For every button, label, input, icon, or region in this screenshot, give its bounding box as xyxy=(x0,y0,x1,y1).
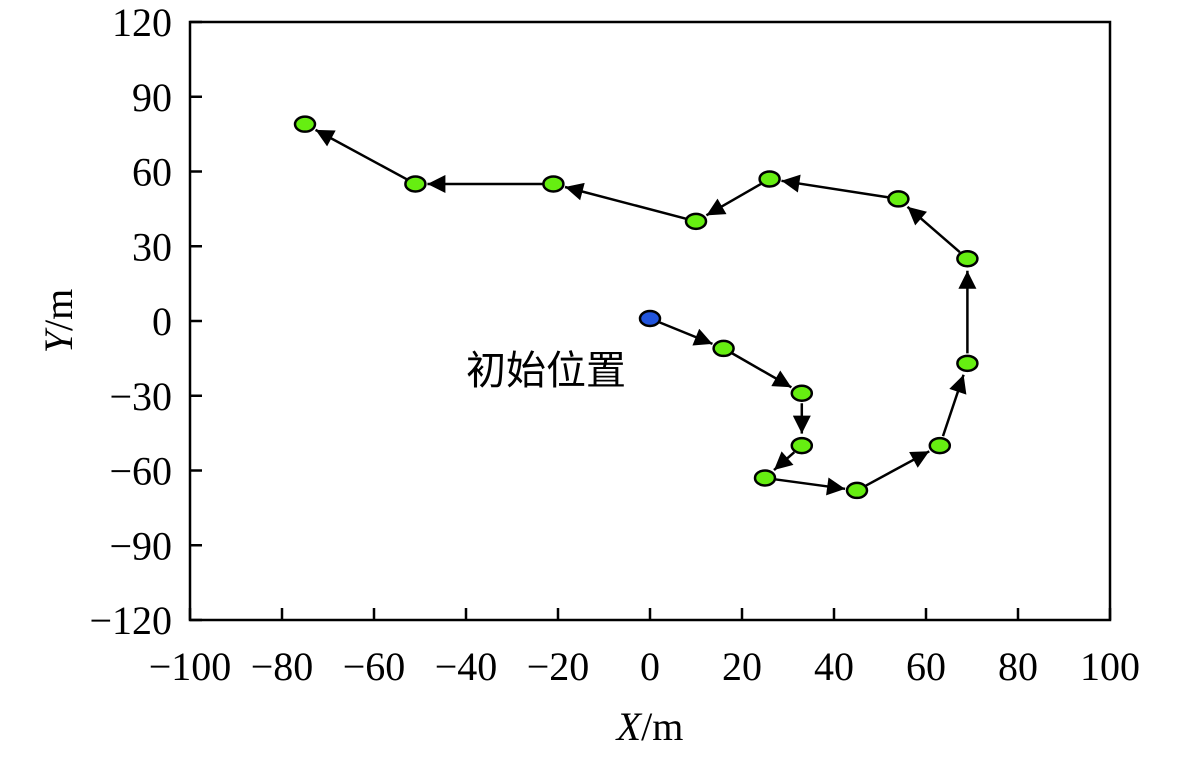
trajectory-point xyxy=(753,469,777,487)
x-tick-label: −100 xyxy=(149,644,232,689)
x-tick-label: −60 xyxy=(343,644,406,689)
x-tick-label: −20 xyxy=(527,644,590,689)
trajectory-arrow xyxy=(865,450,930,487)
x-tick-label: −40 xyxy=(435,644,498,689)
x-tick-label: −80 xyxy=(251,644,314,689)
trajectory-arrow xyxy=(773,451,796,471)
start-position-annotation: 初始位置 xyxy=(466,348,626,394)
y-tick-label: −120 xyxy=(89,598,172,643)
trajectory-point xyxy=(956,249,979,268)
trajectory-point xyxy=(928,436,952,455)
x-axis-variable: X xyxy=(615,704,643,749)
y-tick-label: −90 xyxy=(109,523,172,568)
trajectory-point xyxy=(790,384,814,403)
trajectory-point xyxy=(845,481,869,500)
x-tick-label: 40 xyxy=(814,644,854,689)
x-tick-label: 0 xyxy=(640,644,660,689)
trajectory-arrow xyxy=(906,205,961,254)
y-tick-label: 120 xyxy=(112,0,172,45)
y-tick-label: 60 xyxy=(132,150,172,195)
x-tick-label: 80 xyxy=(998,644,1038,689)
y-axis-unit: /m xyxy=(36,289,81,331)
trajectory-point xyxy=(887,190,910,208)
y-axis: −120 −90 −60 −30 0 30 60 90 120 xyxy=(89,0,202,643)
x-tick-label: 20 xyxy=(722,644,762,689)
y-tick-label: −30 xyxy=(109,374,172,419)
y-tick-label: 30 xyxy=(132,224,172,269)
trajectory-arrow xyxy=(731,352,793,389)
x-axis: −100 −80 −60 −40 −20 0 20 40 60 80 100 xyxy=(149,608,1140,689)
trajectory-point xyxy=(542,175,565,193)
trajectory-arrow xyxy=(941,374,967,437)
x-axis-unit: /m xyxy=(641,704,683,749)
trajectory-arrow xyxy=(774,477,846,496)
x-axis-label: X/m xyxy=(615,704,684,749)
trajectory-points xyxy=(293,115,979,500)
x-tick-label: 60 xyxy=(906,644,946,689)
trajectory-arrow xyxy=(564,182,687,221)
trajectory-point xyxy=(790,436,814,455)
trajectory-point xyxy=(684,212,708,231)
trajectory-arrow xyxy=(658,321,713,346)
trajectory-point xyxy=(712,339,735,358)
start-point xyxy=(638,309,662,328)
y-axis-variable: Y xyxy=(36,327,81,353)
y-tick-label: −60 xyxy=(109,449,172,494)
trajectory-point xyxy=(956,354,979,373)
trajectory-arrow xyxy=(705,182,762,217)
trajectory-point xyxy=(293,115,317,133)
trajectory-point xyxy=(758,170,781,188)
y-axis-label: Y/m xyxy=(36,289,81,353)
trajectory-point xyxy=(404,175,427,193)
trajectory-arrows xyxy=(314,128,977,496)
trajectory-arrow xyxy=(781,174,889,199)
trajectory-arrow xyxy=(314,128,408,181)
y-tick-label: 0 xyxy=(152,299,172,344)
y-tick-label: 90 xyxy=(132,75,172,120)
x-tick-label: 100 xyxy=(1080,644,1140,689)
